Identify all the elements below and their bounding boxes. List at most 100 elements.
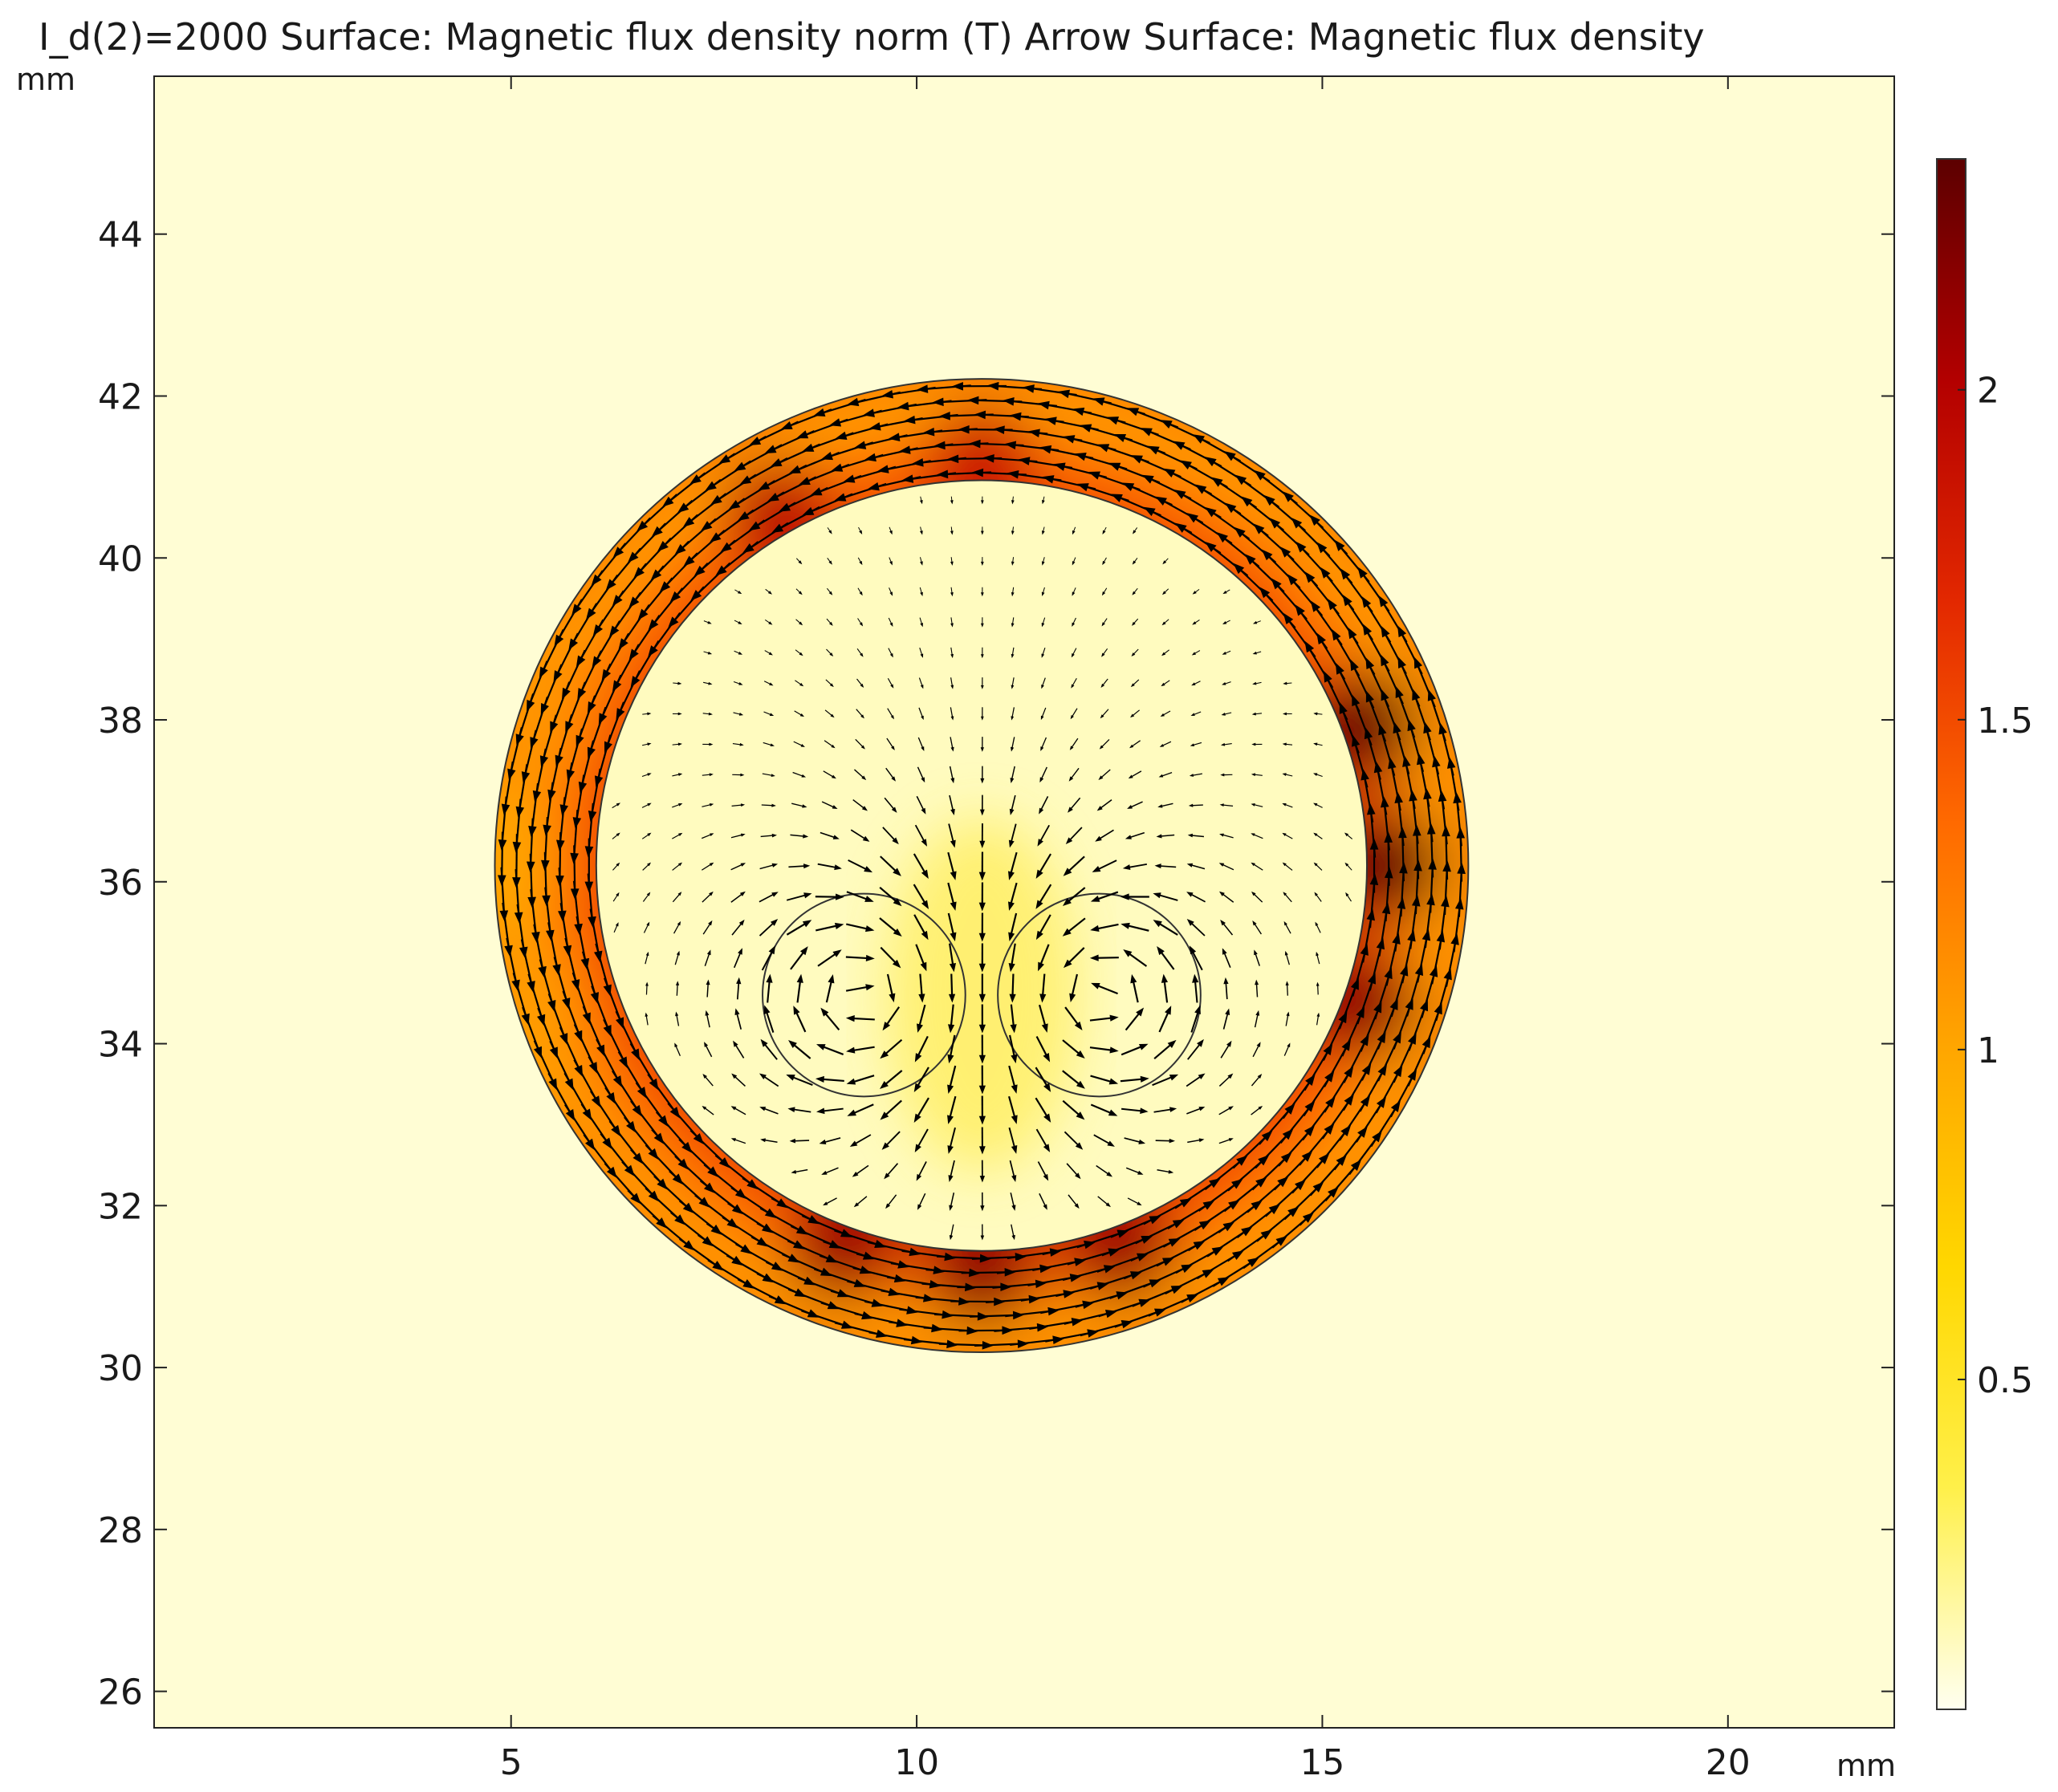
- inner-arrow-head: [1131, 621, 1136, 626]
- ring-arrow-head: [1049, 1248, 1062, 1257]
- ring-arrow-head: [1269, 518, 1281, 529]
- ring-arrow-head: [534, 1046, 542, 1059]
- inner-arrow: [1009, 1160, 1015, 1179]
- ring-arrow-head: [650, 569, 662, 581]
- inner-arrow-head: [1198, 1107, 1206, 1111]
- inner-arrow: [763, 1042, 778, 1060]
- inner-arrow: [1251, 1075, 1261, 1087]
- ring-arrow-head: [590, 992, 600, 1004]
- inner-arrow-head: [799, 621, 803, 626]
- ring-arrow-head: [637, 608, 649, 620]
- ring-arrow-head: [1364, 727, 1373, 740]
- inner-arrow: [702, 833, 712, 839]
- inner-arrow-head: [950, 530, 954, 535]
- inner-arrow-head: [738, 652, 743, 655]
- inner-arrow-head: [1186, 919, 1194, 926]
- ring-arrow-head: [795, 1225, 808, 1235]
- inner-arrow: [884, 797, 896, 811]
- ring-arrow-head: [888, 433, 901, 441]
- inner-arrow-head: [1251, 891, 1256, 896]
- inner-arrow-head: [771, 892, 779, 897]
- inner-arrow-head: [675, 981, 680, 985]
- inner-arrow: [917, 766, 925, 780]
- ring-arrow-head: [1103, 1265, 1116, 1274]
- inner-arrow: [1038, 853, 1051, 875]
- ring-arrow-head: [1259, 587, 1271, 599]
- ring-arrow-head: [1253, 523, 1265, 534]
- inner-arrow-head: [950, 653, 954, 659]
- ring-arrow-head: [1205, 541, 1217, 552]
- inner-arrow-head: [1192, 621, 1197, 625]
- ring-arrow-head: [632, 1104, 642, 1117]
- inner-arrow-head: [1169, 1074, 1179, 1081]
- ring-arrow-head: [1409, 789, 1417, 802]
- inner-arrow-head: [763, 1005, 771, 1014]
- inner-arrow: [1035, 1097, 1049, 1119]
- ring-arrow-head: [922, 1294, 935, 1302]
- ring-arrow-head: [1442, 825, 1450, 837]
- inner-arrow-head: [1157, 946, 1165, 956]
- inner-arrow: [1011, 707, 1015, 718]
- inner-arrow: [733, 1075, 746, 1087]
- ring-arrow-head: [588, 916, 596, 929]
- inner-boundary: [595, 479, 1369, 1252]
- inner-arrow-head: [1161, 591, 1166, 595]
- ring-arrow-head: [1413, 859, 1422, 872]
- inner-arrow-head: [1090, 896, 1100, 902]
- ring-arrow-head: [559, 1033, 568, 1046]
- inner-arrow-head: [846, 1078, 856, 1085]
- ring-arrow-head: [1042, 475, 1055, 484]
- inner-arrow: [790, 1075, 813, 1087]
- inner-arrow-head: [800, 744, 805, 747]
- ring-arrow-head: [565, 1109, 576, 1121]
- inner-arrow: [824, 740, 834, 748]
- inner-arrow: [706, 1013, 710, 1028]
- ring-arrow-head: [1366, 803, 1376, 815]
- inner-arrow-head: [864, 925, 875, 933]
- ring-arrow-head: [703, 1182, 715, 1193]
- ring-arrow-head: [793, 1240, 805, 1250]
- inner-arrow: [950, 707, 954, 718]
- inner-arrow-head: [1075, 1142, 1084, 1150]
- ring-arrow-head: [632, 1152, 644, 1164]
- ring-arrow-head: [1341, 1038, 1351, 1051]
- inner-arrow: [1041, 973, 1046, 998]
- inner-arrow-head: [1072, 561, 1076, 566]
- ring-arrow-head: [546, 929, 555, 942]
- inner-arrow-head: [1169, 1138, 1176, 1144]
- ring-arrow-head: [825, 1254, 838, 1263]
- ring-arrow-head: [1087, 1329, 1100, 1338]
- ring-arrow-head: [601, 668, 612, 681]
- inner-arrow: [853, 1134, 872, 1146]
- ring-arrow-head: [1074, 1258, 1086, 1266]
- ring-arrow-head: [1175, 522, 1187, 533]
- ring-arrow-head: [1194, 484, 1207, 494]
- ring-arrow-head: [1426, 893, 1435, 906]
- ring-arrow-head: [558, 910, 567, 922]
- ring-arrow-head: [828, 1240, 841, 1249]
- ring-arrow-head: [549, 1046, 558, 1059]
- ring-arrow-head: [1347, 627, 1357, 640]
- inner-arrow: [735, 1011, 742, 1030]
- ring-arrow-head: [933, 1266, 946, 1274]
- inner-arrow: [643, 924, 649, 933]
- ring-arrow-head: [1205, 506, 1217, 518]
- ring-arrow-head: [512, 841, 522, 854]
- inner-arrow-head: [950, 808, 955, 815]
- ring-arrow-head: [933, 441, 946, 450]
- inner-arrow-head: [1041, 1023, 1048, 1033]
- ring-arrow-head: [1344, 1094, 1354, 1106]
- inner-arrow: [918, 1193, 926, 1208]
- inner-arrow-head: [788, 1039, 797, 1049]
- inner-arrow-head: [1131, 652, 1136, 656]
- inner-arrow-head: [1040, 746, 1044, 751]
- inner-arrow: [1153, 1042, 1173, 1060]
- inner-arrow: [852, 798, 866, 810]
- inner-arrow-head: [616, 892, 620, 897]
- ring-arrow-head: [731, 1255, 743, 1266]
- inner-arrow-head: [892, 959, 901, 969]
- inner-arrow-head: [1191, 682, 1196, 686]
- ring-arrow-head: [1173, 441, 1186, 450]
- inner-arrow: [786, 921, 808, 936]
